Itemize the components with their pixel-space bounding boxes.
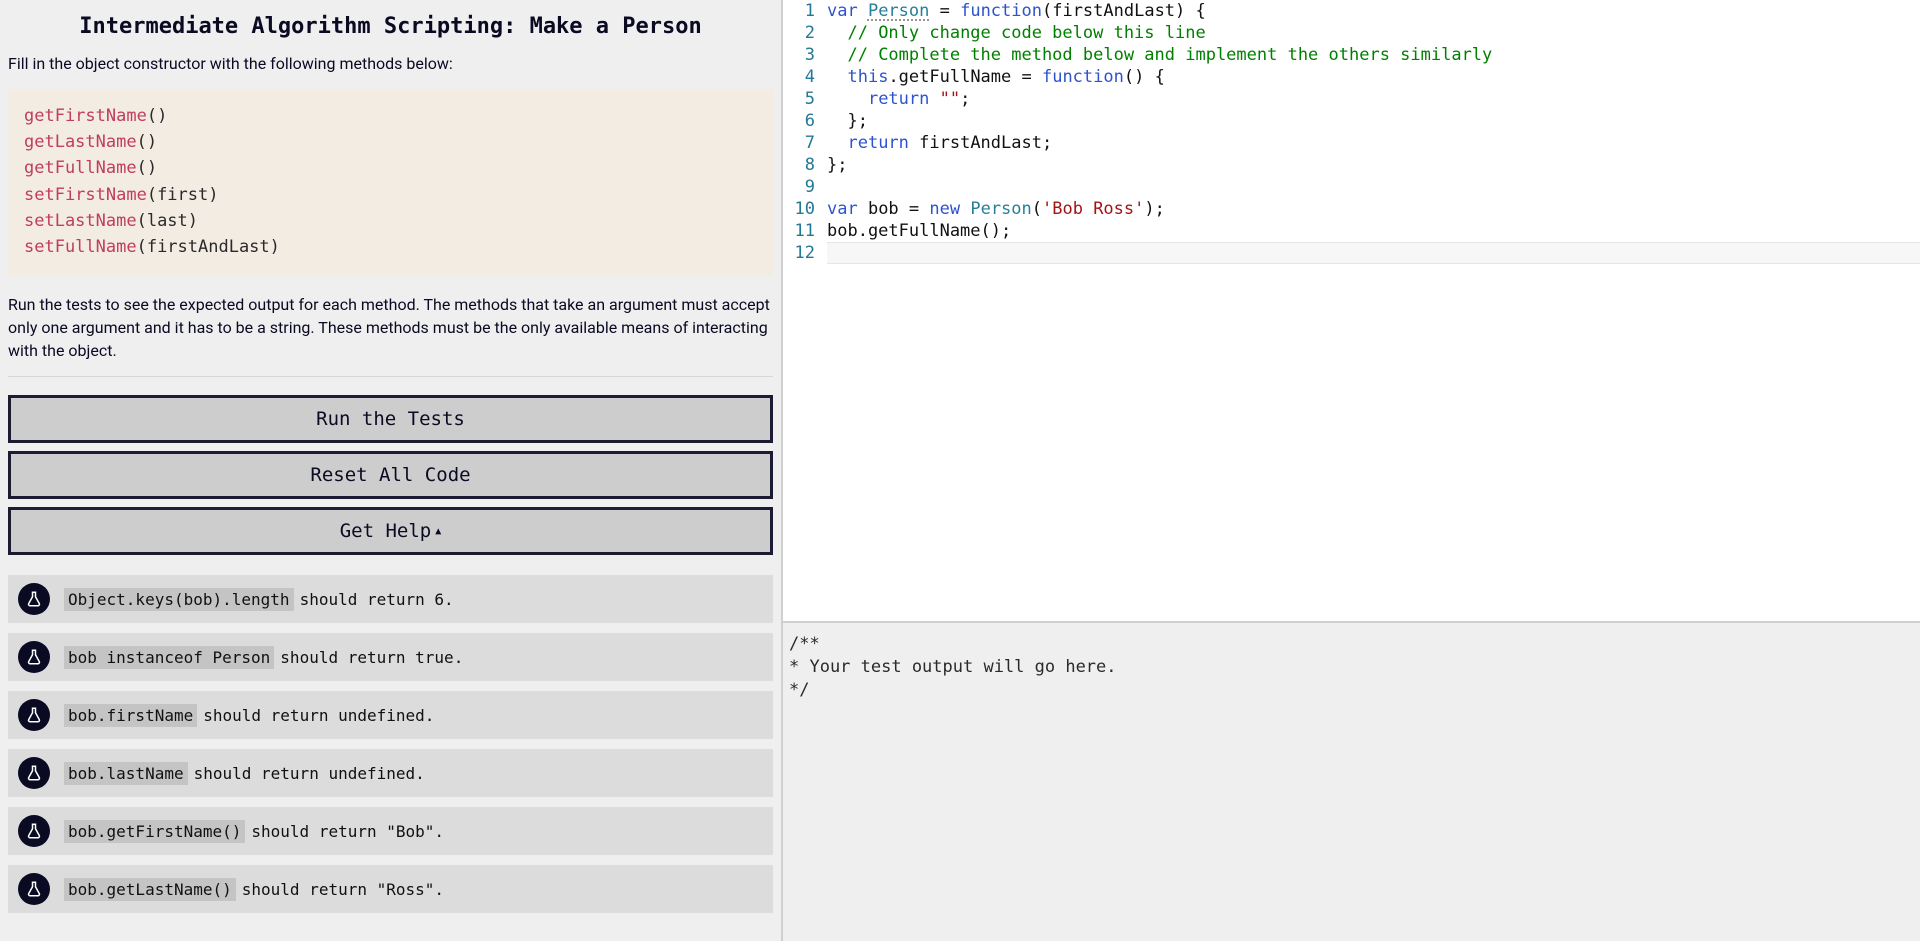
line-number: 9 (783, 176, 827, 198)
console-output: /** * Your test output will go here. */ (783, 621, 1920, 941)
method-args: () (137, 158, 157, 178)
get-help-button[interactable]: Get Help▲ (8, 507, 773, 555)
flask-icon (18, 873, 50, 905)
editor-line[interactable]: 2 // Only change code below this line (783, 22, 1920, 44)
method-name: setFirstName (24, 185, 147, 205)
caret-up-icon: ▲ (435, 526, 441, 537)
method-name: getLastName (24, 132, 137, 152)
test-text: should return undefined. (194, 764, 425, 783)
line-code[interactable]: bob.getFullName(); (827, 220, 1920, 242)
editor-line[interactable]: 3 // Complete the method below and imple… (783, 44, 1920, 66)
editor-line[interactable]: 6 }; (783, 110, 1920, 132)
line-number: 7 (783, 132, 827, 154)
challenge-title: Intermediate Algorithm Scripting: Make a… (8, 8, 773, 49)
editor-line[interactable]: 7 return firstAndLast; (783, 132, 1920, 154)
method-name: getFullName (24, 158, 137, 178)
editor-line[interactable]: 1var Person = function(firstAndLast) { (783, 0, 1920, 22)
line-code[interactable]: // Complete the method below and impleme… (827, 44, 1920, 66)
line-code[interactable]: // Only change code below this line (827, 22, 1920, 44)
flask-icon (18, 757, 50, 789)
line-code[interactable]: }; (827, 154, 1920, 176)
test-text: should return "Ross". (242, 880, 444, 899)
test-code: bob instanceof Person (64, 646, 274, 669)
editor-line[interactable]: 9 (783, 176, 1920, 198)
editor-panel: 1var Person = function(firstAndLast) {2 … (783, 0, 1920, 941)
test-row: bob.getLastName() should return "Ross". (8, 865, 773, 913)
line-code[interactable] (827, 242, 1920, 264)
methods-box: getFirstName()getLastName()getFullName()… (8, 89, 773, 275)
line-code[interactable]: this.getFullName = function() { (827, 66, 1920, 88)
test-row: bob.firstName should return undefined. (8, 691, 773, 739)
line-number: 6 (783, 110, 827, 132)
line-code[interactable]: return ""; (827, 88, 1920, 110)
flask-icon (18, 815, 50, 847)
editor-line[interactable]: 5 return ""; (783, 88, 1920, 110)
line-code[interactable]: var Person = function(firstAndLast) { (827, 0, 1920, 22)
editor-line[interactable]: 12 (783, 242, 1920, 264)
test-row: bob.lastName should return undefined. (8, 749, 773, 797)
line-code[interactable] (827, 176, 1920, 198)
method-args: (first) (147, 185, 219, 205)
code-editor[interactable]: 1var Person = function(firstAndLast) {2 … (783, 0, 1920, 621)
reset-code-button[interactable]: Reset All Code (8, 451, 773, 499)
method-args: () (137, 132, 157, 152)
line-number: 8 (783, 154, 827, 176)
line-number: 2 (783, 22, 827, 44)
flask-icon (18, 699, 50, 731)
flask-icon (18, 641, 50, 673)
line-number: 12 (783, 242, 827, 264)
line-number: 4 (783, 66, 827, 88)
tests-list: Object.keys(bob).length should return 6.… (8, 575, 773, 913)
test-row: bob.getFirstName() should return "Bob". (8, 807, 773, 855)
test-code: Object.keys(bob).length (64, 588, 294, 611)
test-text: should return 6. (300, 590, 454, 609)
test-code: bob.getLastName() (64, 878, 236, 901)
instructions-panel: Intermediate Algorithm Scripting: Make a… (0, 0, 783, 941)
method-name: setLastName (24, 211, 137, 231)
run-tests-button[interactable]: Run the Tests (8, 395, 773, 443)
test-text: should return true. (280, 648, 463, 667)
line-number: 3 (783, 44, 827, 66)
flask-icon (18, 583, 50, 615)
test-text: should return undefined. (203, 706, 434, 725)
test-row: bob instanceof Person should return true… (8, 633, 773, 681)
method-args: (last) (137, 211, 198, 231)
challenge-desc-2: Run the tests to see the expected output… (8, 293, 773, 378)
method-args: () (147, 106, 167, 126)
method-args: (firstAndLast) (137, 237, 280, 257)
get-help-label: Get Help (340, 520, 432, 542)
line-code[interactable]: var bob = new Person('Bob Ross'); (827, 198, 1920, 220)
editor-line[interactable]: 8}; (783, 154, 1920, 176)
line-number: 11 (783, 220, 827, 242)
challenge-desc-1: Fill in the object constructor with the … (8, 49, 773, 89)
line-code[interactable]: return firstAndLast; (827, 132, 1920, 154)
editor-line[interactable]: 4 this.getFullName = function() { (783, 66, 1920, 88)
test-code: bob.getFirstName() (64, 820, 245, 843)
line-code[interactable]: }; (827, 110, 1920, 132)
line-number: 5 (783, 88, 827, 110)
line-number: 1 (783, 0, 827, 22)
test-code: bob.firstName (64, 704, 197, 727)
test-row: Object.keys(bob).length should return 6. (8, 575, 773, 623)
editor-line[interactable]: 11bob.getFullName(); (783, 220, 1920, 242)
test-code: bob.lastName (64, 762, 188, 785)
method-name: getFirstName (24, 106, 147, 126)
line-number: 10 (783, 198, 827, 220)
editor-line[interactable]: 10var bob = new Person('Bob Ross'); (783, 198, 1920, 220)
test-text: should return "Bob". (251, 822, 444, 841)
method-name: setFullName (24, 237, 137, 257)
